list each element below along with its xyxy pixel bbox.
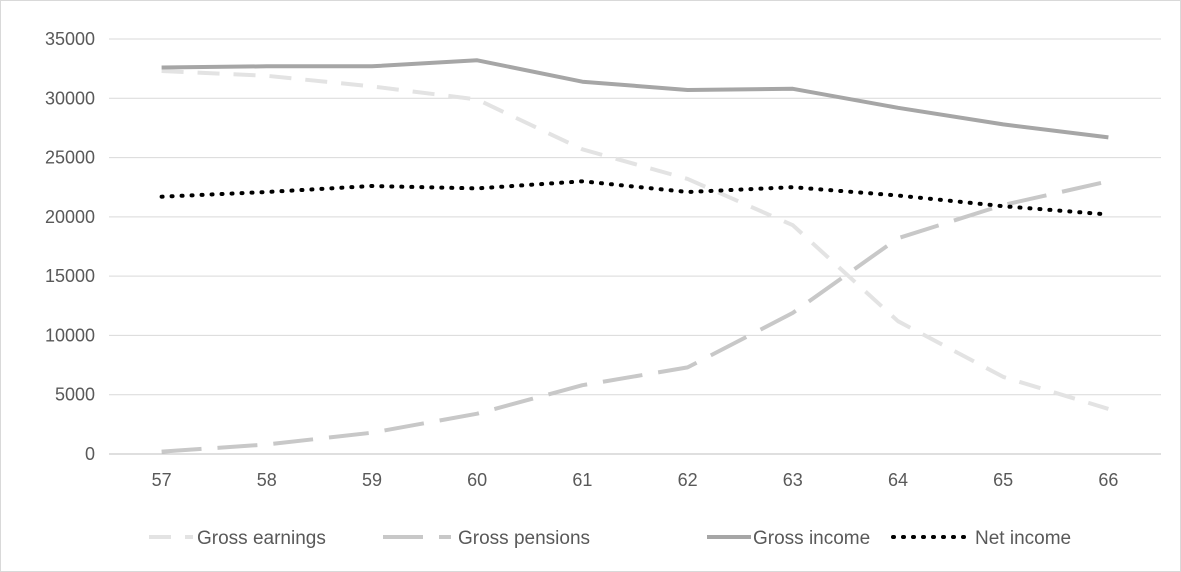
y-tick-label: 20000 xyxy=(45,207,95,227)
x-tick-label: 60 xyxy=(467,470,487,490)
x-tick-label: 58 xyxy=(257,470,277,490)
y-tick-label: 25000 xyxy=(45,148,95,168)
legend-label: Gross earnings xyxy=(197,528,326,549)
x-tick-label: 65 xyxy=(993,470,1013,490)
x-tick-label: 63 xyxy=(783,470,803,490)
x-tick-label: 61 xyxy=(572,470,592,490)
series-line-gross-earnings xyxy=(161,69,1109,411)
series-line-gross-pensions xyxy=(161,179,1109,454)
legend-label: Gross income xyxy=(753,528,870,549)
series-line-gross-income xyxy=(161,58,1109,140)
legend-label: Net income xyxy=(975,528,1071,549)
x-tick-label: 64 xyxy=(888,470,908,490)
y-tick-label: 5000 xyxy=(55,385,95,405)
legend-label: Gross pensions xyxy=(458,528,590,549)
series-line-net-income xyxy=(159,179,1111,217)
x-tick-label: 57 xyxy=(152,470,172,490)
y-tick-label: 10000 xyxy=(45,325,95,345)
y-tick-label: 0 xyxy=(85,444,95,464)
x-tick-label: 59 xyxy=(362,470,382,490)
y-tick-label: 30000 xyxy=(45,88,95,108)
y-tick-label: 15000 xyxy=(45,266,95,286)
x-tick-label: 66 xyxy=(1098,470,1118,490)
x-tick-label: 62 xyxy=(678,470,698,490)
y-tick-label: 35000 xyxy=(45,29,95,49)
